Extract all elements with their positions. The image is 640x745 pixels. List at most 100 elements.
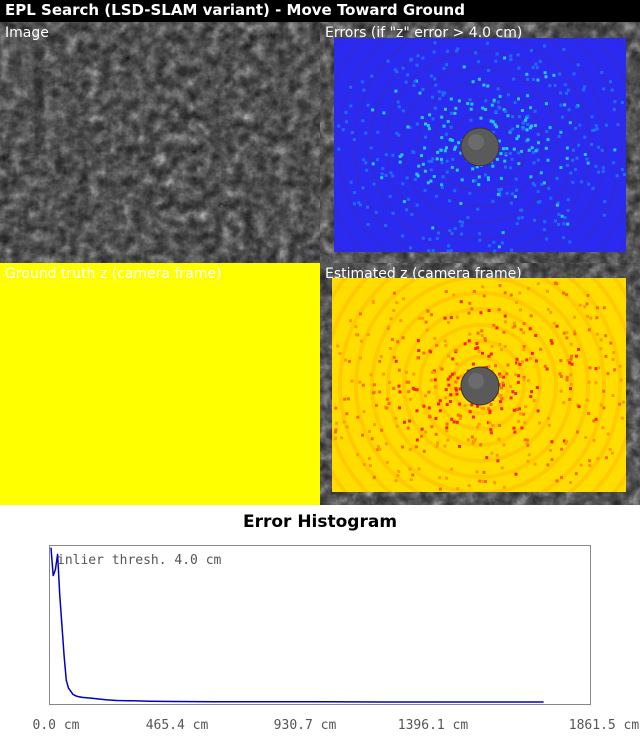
estimate-speckle xyxy=(535,386,539,390)
estimate-speckle xyxy=(503,345,507,348)
estimate-speckle xyxy=(560,475,563,479)
error-speckle xyxy=(433,41,437,45)
error-speckle xyxy=(461,220,465,224)
error-speckle xyxy=(498,190,502,194)
error-speckle xyxy=(582,88,586,92)
estimate-speckle xyxy=(376,448,380,452)
estimate-speckle xyxy=(455,388,458,392)
estimate-speckle xyxy=(592,438,596,442)
estimate-speckle xyxy=(488,411,492,415)
estimate-speckle xyxy=(406,426,410,430)
error-speckle xyxy=(376,158,379,162)
error-speckle xyxy=(531,65,535,69)
estimate-speckle xyxy=(527,379,530,383)
estimate-speckle xyxy=(475,470,479,474)
error-speckle xyxy=(372,182,376,186)
estimate-speckle xyxy=(359,339,363,343)
error-speckle xyxy=(514,177,518,181)
estimate-speckle xyxy=(618,364,622,368)
error-speckle xyxy=(440,161,444,165)
estimate-speckle xyxy=(491,423,495,427)
error-speckle xyxy=(600,70,604,74)
estimate-speckle xyxy=(432,371,436,374)
estimate-speckle xyxy=(550,341,554,345)
estimate-speckle xyxy=(592,419,596,423)
error-speckle xyxy=(506,114,510,118)
error-speckle xyxy=(597,145,601,149)
estimate-speckle xyxy=(529,314,533,318)
error-speckle xyxy=(493,123,497,127)
error-speckle xyxy=(440,136,444,140)
error-speckle xyxy=(533,109,537,113)
error-speckle xyxy=(507,93,510,97)
estimate-speckle xyxy=(576,430,579,434)
estimate-speckle xyxy=(559,375,563,378)
estimate-speckle xyxy=(504,320,507,324)
error-speckle xyxy=(594,124,598,128)
error-speckle xyxy=(408,126,412,129)
error-speckle xyxy=(445,159,449,163)
estimate-speckle xyxy=(343,397,347,401)
estimate-speckle xyxy=(602,406,606,410)
estimate-speckle xyxy=(480,406,484,410)
estimate-speckle xyxy=(621,400,625,404)
error-speckle xyxy=(610,88,614,92)
estimate-speckle xyxy=(522,331,526,335)
error-speckle xyxy=(567,108,571,112)
error-speckle xyxy=(445,63,449,67)
estimate-speckle xyxy=(517,419,521,423)
error-speckle xyxy=(496,193,500,196)
error-speckle xyxy=(344,110,348,114)
estimate-speckle xyxy=(513,430,517,434)
estimate-speckle xyxy=(455,392,459,396)
estimate-speckle xyxy=(549,449,552,452)
error-speckle xyxy=(536,78,540,82)
estimate-speckle xyxy=(522,348,526,352)
estimate-speckle xyxy=(395,424,399,428)
estimate-speckle xyxy=(552,321,556,325)
estimate-speckle xyxy=(534,334,538,337)
estimate-speckle xyxy=(604,334,608,338)
estimate-speckle xyxy=(566,358,570,362)
histogram-point xyxy=(67,687,70,689)
error-speckle xyxy=(349,104,353,108)
estimate-speckle xyxy=(392,291,396,295)
estimate-speckle xyxy=(497,437,501,441)
estimate-speckle xyxy=(610,451,614,455)
estimate-speckle xyxy=(446,377,450,381)
error-speckle xyxy=(555,203,559,207)
estimate-speckle xyxy=(433,337,437,340)
estimate-speckle xyxy=(518,363,522,366)
error-speckle xyxy=(412,84,416,87)
error-speckle xyxy=(449,138,453,141)
error-speckle xyxy=(376,130,380,134)
estimate-speckle xyxy=(466,438,470,442)
errors-panel: Errors (if "z" error > 4.0 cm) xyxy=(320,22,640,263)
estimate-speckle xyxy=(588,459,592,463)
error-speckle xyxy=(482,83,486,87)
estimate-speckle xyxy=(602,389,606,393)
estimate-speckle xyxy=(451,357,455,361)
error-speckle xyxy=(517,151,521,155)
estimate-speckle xyxy=(520,360,524,364)
estimate-speckle xyxy=(538,421,542,425)
estimate-speckle xyxy=(579,463,583,467)
histogram-point xyxy=(105,699,107,701)
error-speckle xyxy=(437,231,440,235)
estimate-speckle xyxy=(511,326,515,330)
estimate-speckle xyxy=(342,420,346,424)
estimate-speckle xyxy=(417,467,421,471)
estimate-speckle xyxy=(533,462,537,466)
error-speckle xyxy=(489,119,493,123)
estimate-speckle xyxy=(397,469,401,473)
estimate-speckle xyxy=(482,294,486,298)
estimate-speckle xyxy=(492,323,496,327)
error-speckle xyxy=(500,187,503,191)
estimate-speckle xyxy=(599,338,603,342)
error-speckle xyxy=(515,137,519,141)
error-speckle xyxy=(544,75,548,79)
error-speckle xyxy=(563,103,567,107)
estimate-speckle xyxy=(367,430,371,433)
estimate-speckle xyxy=(447,383,451,387)
error-speckle xyxy=(524,139,528,143)
